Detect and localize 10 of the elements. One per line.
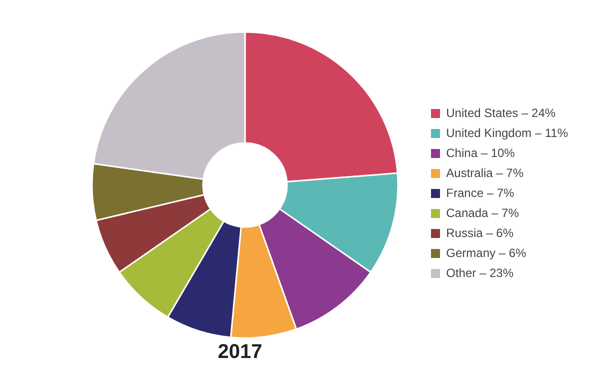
legend-label: China – 10% (446, 146, 515, 160)
legend-label: Germany – 6% (446, 246, 526, 260)
legend-label: Other – 23% (446, 266, 514, 280)
legend-label: Canada – 7% (446, 206, 519, 220)
legend-label: Russia – 6% (446, 226, 514, 240)
text: 2017 (216, 341, 264, 364)
legend-label: United States – 24% (446, 106, 556, 120)
legend-label: Australia – 7% (446, 166, 524, 180)
legend-label: France – 7% (446, 186, 514, 200)
legend-label: United Kingdom – 11% (446, 126, 568, 140)
